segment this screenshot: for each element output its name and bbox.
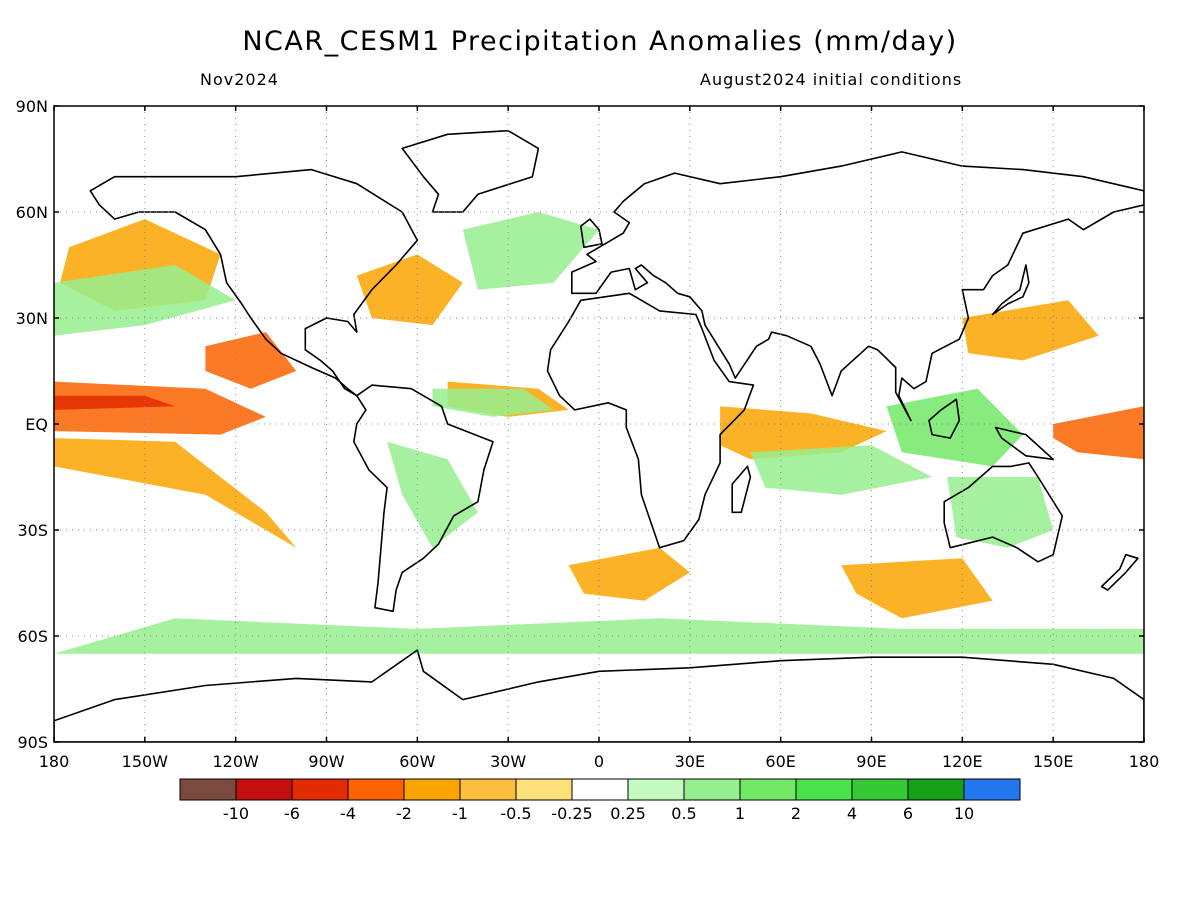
colorbar-label: -0.5	[500, 804, 531, 823]
colorbar-swatch	[459, 778, 517, 801]
lon-tick-label: 90E	[856, 752, 886, 771]
chart-title: NCAR_CESM1 Precipitation Anomalies (mm/d…	[242, 26, 958, 57]
colorbar-label: 10	[954, 804, 974, 823]
grid-lines	[54, 106, 1144, 742]
lat-tick-label: 90S	[17, 733, 48, 752]
lon-tick-label: 120E	[942, 752, 983, 771]
anomaly-north-atlantic-wet	[462, 212, 599, 290]
lon-tick-label: 150E	[1033, 752, 1074, 771]
anomaly-southern-ocean-wet	[54, 618, 1144, 654]
coastline-north-america	[89, 168, 419, 397]
colorbar-label: -2	[396, 804, 412, 823]
anomaly-central-pacific-dry-band	[54, 381, 266, 435]
land-outlines	[54, 129, 1144, 742]
coastline-africa	[546, 292, 755, 549]
forecast-month: Nov2024	[200, 70, 279, 89]
lon-tick-label: 180	[39, 752, 70, 771]
coastline-madagascar	[731, 465, 752, 514]
anomaly-north-pacific-wet-band	[54, 265, 236, 336]
coastline-borneo	[928, 398, 961, 439]
lon-tick-label: 30W	[490, 752, 526, 771]
colorbar-swatch	[627, 778, 685, 801]
colorbar-swatch	[739, 778, 797, 801]
anomaly-south-america-wet	[387, 441, 478, 548]
lon-tick-label: 180	[1129, 752, 1160, 771]
coastline-eurasia	[571, 151, 1144, 422]
colorbar-swatch	[515, 778, 573, 801]
colorbar-swatch	[963, 778, 1021, 801]
colorbar-swatch	[179, 778, 237, 801]
anomaly-tropical-north-atlantic-wet	[432, 388, 554, 417]
colorbar-label: 1	[735, 804, 745, 823]
coastline-australia	[943, 462, 1064, 563]
colorbar-label: 0.5	[671, 804, 696, 823]
initial-conditions: August2024 initial conditions	[700, 70, 963, 89]
lon-tick-label: 60W	[399, 752, 435, 771]
lat-tick-label: 30S	[17, 521, 48, 540]
lat-tick-label: 30N	[16, 309, 48, 328]
colorbar-swatch	[907, 778, 965, 801]
colorbar-label: -0.25	[551, 804, 592, 823]
colorbar-label: 6	[903, 804, 913, 823]
colorbar-swatch	[795, 778, 853, 801]
anomaly-gulf-stream-dry	[356, 254, 463, 326]
colorbar-label: -6	[284, 804, 300, 823]
coastline-new-guinea	[994, 426, 1054, 461]
colorbar-swatch	[291, 778, 349, 801]
colorbar-swatch	[403, 778, 461, 801]
coastline-new-zealand	[1100, 553, 1139, 591]
colorbar-swatch	[851, 778, 909, 801]
anomaly-south-indian-ocean-dry	[841, 558, 993, 619]
anomaly-subtropical-nw-pacific-dry	[962, 300, 1099, 361]
latitude-axis: 90N 60N 30N EQ 30S 60S 90S	[16, 97, 1144, 752]
colorbar: -10 -6 -4 -2 -1 -0.5 -0.25 0.25 0.5 1 2 4 6 10	[179, 778, 1021, 823]
anomaly-maritime-continent-wet	[886, 388, 1023, 467]
anomaly-south-atlantic-dry	[568, 547, 690, 601]
colorbar-label: 0.25	[610, 804, 646, 823]
lon-tick-label: 120W	[212, 752, 259, 771]
lat-tick-label: EQ	[25, 415, 48, 434]
coastline-japan	[991, 264, 1030, 316]
lon-tick-label: 30E	[675, 752, 705, 771]
anomaly-west-indian-ocean-dry	[720, 406, 887, 460]
anomaly-south-pacific-dry-tongue	[54, 438, 297, 548]
lon-tick-label: 90W	[308, 752, 344, 771]
colorbar-label: 4	[847, 804, 857, 823]
lon-tick-label: 0	[594, 752, 604, 771]
colorbar-swatch	[571, 778, 629, 801]
colorbar-label: -4	[340, 804, 356, 823]
lat-tick-label: 90N	[16, 97, 48, 116]
coastline-antarctica	[54, 649, 1144, 742]
lon-tick-label: 60E	[765, 752, 795, 771]
anomaly-western-pacific-dry-core	[1053, 406, 1144, 460]
lat-tick-label: 60S	[17, 627, 48, 646]
colorbar-swatch	[235, 778, 293, 801]
colorbar-label: 2	[791, 804, 801, 823]
lon-tick-label: 150W	[122, 752, 169, 771]
colorbar-swatch	[683, 778, 741, 801]
colorbar-label: -1	[452, 804, 468, 823]
longitude-axis: 180 150W 120W 90W 60W 30W 0 30E 60E 90E 120E 150E 18…	[39, 106, 1160, 771]
colorbar-label: -10	[223, 804, 249, 823]
lat-tick-label: 60N	[16, 203, 48, 222]
coastline-south-america	[353, 384, 494, 613]
colorbar-swatch	[347, 778, 405, 801]
anomaly-indian-ocean-wet-band	[750, 445, 933, 495]
